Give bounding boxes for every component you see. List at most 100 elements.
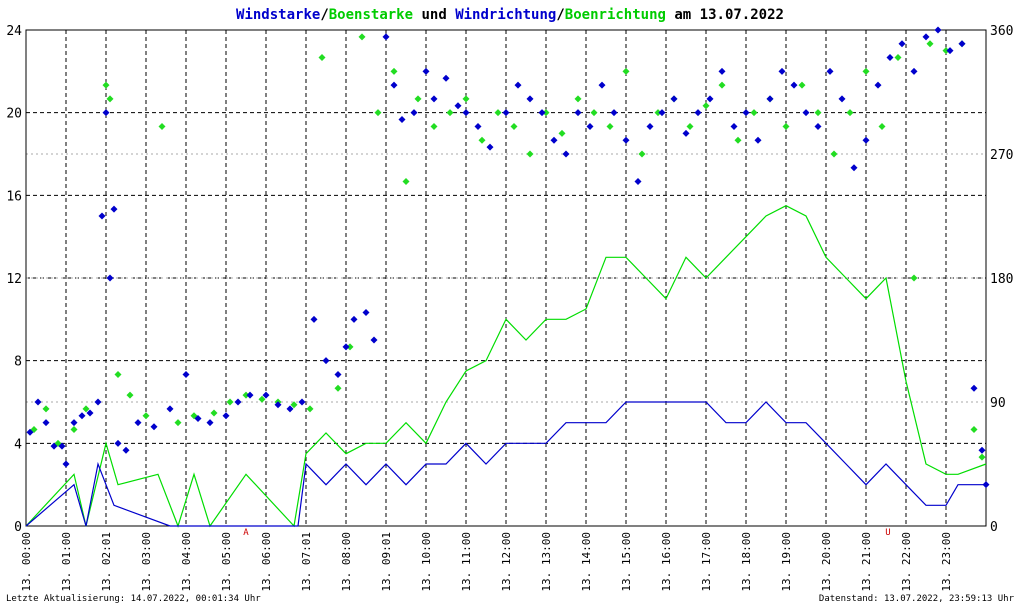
direction-point (414, 95, 422, 103)
x-tick-label: 13. 01:00 (60, 532, 73, 592)
series-line-windstarke (25, 401, 986, 527)
direction-point (606, 122, 614, 130)
direction-point (790, 81, 798, 89)
direction-point (342, 343, 350, 351)
footer-right: Datenstand: 13.07.2022, 23:59:13 Uhr (819, 594, 1015, 604)
direction-point (542, 109, 550, 117)
direction-point (86, 409, 94, 417)
direction-point (610, 109, 618, 117)
event-marker: U (885, 528, 890, 538)
direction-point (350, 315, 358, 323)
direction-point (246, 391, 254, 399)
direction-point (898, 40, 906, 48)
direction-point (718, 67, 726, 75)
direction-point (850, 164, 858, 172)
direction-point (150, 423, 158, 431)
direction-point (430, 95, 438, 103)
direction-point (78, 412, 86, 420)
direction-point (42, 419, 50, 427)
direction-point (486, 143, 494, 151)
direction-point (574, 109, 582, 117)
x-tick-label: 13. 22:00 (900, 532, 913, 592)
x-tick-label: 13. 15:00 (620, 532, 633, 592)
direction-point (634, 178, 642, 186)
direction-point (318, 54, 326, 62)
direction-point (694, 109, 702, 117)
direction-point (658, 109, 666, 117)
direction-point (622, 67, 630, 75)
direction-point (114, 439, 122, 447)
direction-point (478, 136, 486, 144)
right-tick-label: 0 (990, 520, 998, 535)
direction-point (298, 398, 306, 406)
direction-point (978, 446, 986, 454)
x-tick-label: 13. 13:00 (540, 532, 553, 592)
direction-point (586, 122, 594, 130)
direction-point (970, 426, 978, 434)
direction-point (574, 95, 582, 103)
direction-point (526, 150, 534, 158)
direction-point (226, 398, 234, 406)
x-tick-label: 13. 02:01 (100, 532, 113, 592)
plot-frame (25, 29, 987, 527)
direction-point (62, 460, 70, 468)
direction-point (982, 481, 990, 489)
direction-point (334, 370, 342, 378)
direction-point (754, 136, 762, 144)
direction-point (382, 33, 390, 41)
direction-point (374, 109, 382, 117)
direction-point (70, 419, 78, 427)
direction-point (442, 74, 450, 82)
direction-point (210, 409, 218, 417)
direction-point (910, 67, 918, 75)
direction-point (742, 109, 750, 117)
direction-point (562, 150, 570, 158)
direction-point (958, 40, 966, 48)
direction-point (102, 109, 110, 117)
direction-point (910, 274, 918, 282)
direction-point (682, 129, 690, 137)
direction-point (82, 405, 90, 413)
direction-point (334, 384, 342, 392)
right-tick-label: 270 (990, 148, 1013, 163)
direction-point (654, 109, 662, 117)
direction-point (402, 178, 410, 186)
footer-left: Letzte Aktualisierung: 14.07.2022, 00:01… (6, 594, 261, 604)
direction-point (550, 136, 558, 144)
right-axis: 0 90 180 270 360 (990, 24, 1013, 535)
direction-point (814, 122, 822, 130)
direction-point (934, 26, 942, 34)
direction-point (778, 67, 786, 75)
direction-point (106, 95, 114, 103)
direction-point (598, 81, 606, 89)
direction-point (558, 129, 566, 137)
x-tick-label: 13. 12:00 (500, 532, 513, 592)
direction-point (106, 274, 114, 282)
direction-point (26, 428, 34, 436)
left-tick-label: 0 (14, 520, 22, 535)
direction-point (878, 122, 886, 130)
x-tick-label: 13. 07:01 (300, 532, 313, 592)
direction-point (274, 401, 282, 409)
direction-point (970, 384, 978, 392)
direction-point (782, 122, 790, 130)
direction-point (142, 412, 150, 420)
direction-point (474, 122, 482, 130)
direction-point (862, 67, 870, 75)
direction-point (846, 109, 854, 117)
direction-point (838, 95, 846, 103)
direction-point (126, 391, 134, 399)
direction-point (134, 419, 142, 427)
right-tick-label: 90 (990, 396, 1006, 411)
series-layer (25, 26, 990, 528)
direction-point (502, 109, 510, 117)
direction-point (886, 54, 894, 62)
direction-point (262, 391, 270, 399)
direction-point (110, 205, 118, 213)
x-tick-label: 13. 09:01 (380, 532, 393, 592)
direction-point (158, 122, 166, 130)
direction-point (766, 95, 774, 103)
direction-point (670, 95, 678, 103)
direction-point (706, 95, 714, 103)
direction-point (390, 81, 398, 89)
